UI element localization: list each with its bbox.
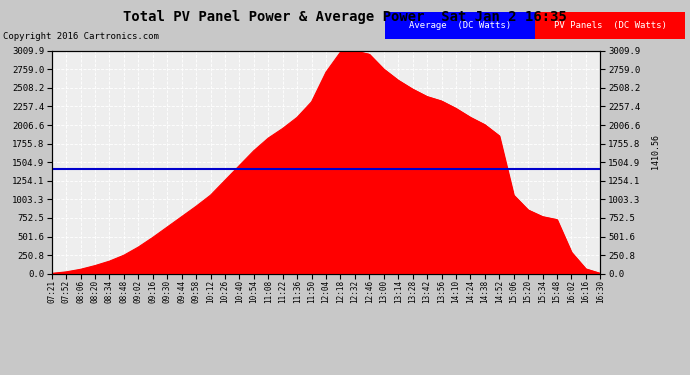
Text: Average  (DC Watts): Average (DC Watts): [409, 21, 511, 30]
Text: 1410.56: 1410.56: [651, 134, 660, 169]
Text: 1410.56: 1410.56: [0, 134, 1, 169]
Text: Total PV Panel Power & Average Power  Sat Jan 2 16:35: Total PV Panel Power & Average Power Sat…: [123, 10, 567, 24]
Text: PV Panels  (DC Watts): PV Panels (DC Watts): [553, 21, 667, 30]
FancyBboxPatch shape: [535, 12, 685, 39]
FancyBboxPatch shape: [385, 12, 535, 39]
Text: Copyright 2016 Cartronics.com: Copyright 2016 Cartronics.com: [3, 32, 159, 41]
